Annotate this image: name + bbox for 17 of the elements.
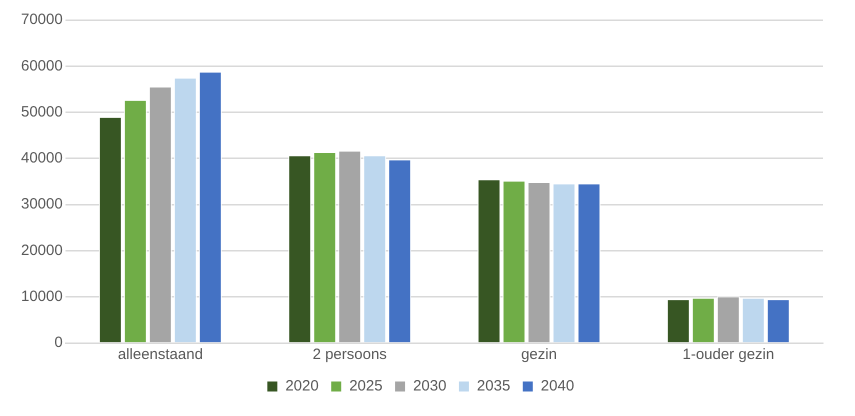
y-tick-label: 60000 bbox=[20, 57, 63, 74]
legend-label: 2035 bbox=[476, 378, 510, 395]
x-tick-label: alleenstaand bbox=[118, 346, 203, 364]
legend-label: 2025 bbox=[349, 378, 383, 395]
x-tick-label: gezin bbox=[521, 346, 557, 364]
y-tick-label: 10000 bbox=[20, 288, 63, 305]
y-tick-label: 40000 bbox=[20, 150, 63, 167]
legend-label: 2040 bbox=[540, 378, 574, 395]
y-tick-label: 30000 bbox=[20, 196, 63, 213]
legend-label: 2020 bbox=[285, 378, 319, 395]
x-tick-label: 1-ouder gezin bbox=[682, 346, 774, 364]
y-tick-label: 70000 bbox=[20, 11, 63, 28]
legend-label: 2030 bbox=[413, 378, 446, 395]
y-tick-label: 0 bbox=[54, 334, 63, 352]
y-tick-label: 50000 bbox=[20, 103, 63, 120]
x-tick-label: 2 persoons bbox=[312, 346, 387, 364]
y-tick-label: 20000 bbox=[20, 242, 63, 259]
